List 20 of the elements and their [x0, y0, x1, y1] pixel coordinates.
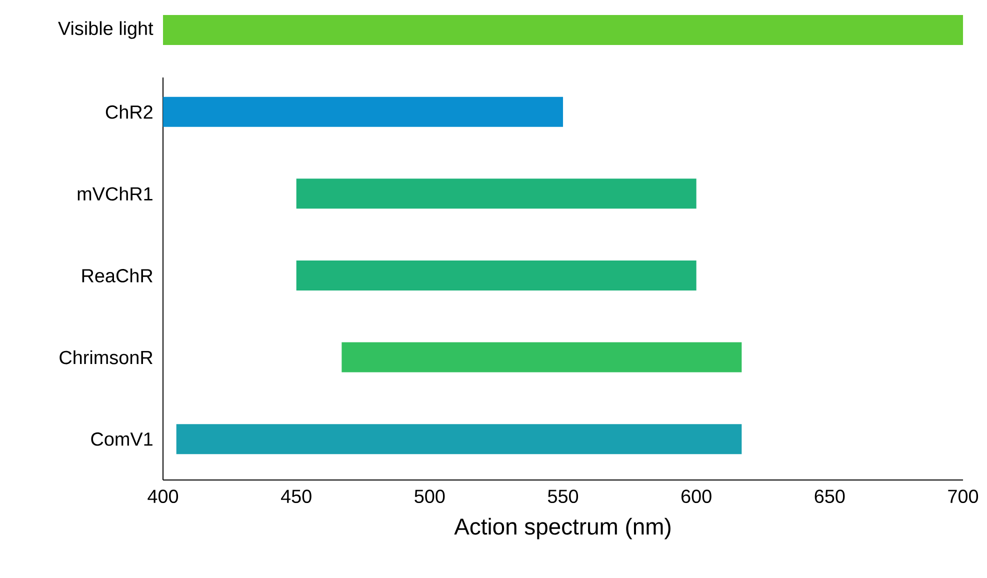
y-tick-label: ChrimsonR	[60, 350, 152, 364]
bar	[342, 342, 742, 372]
y-tick-label: Visible light	[58, 21, 154, 39]
x-axis-title: Action spectrum (nm)	[454, 518, 670, 540]
bar	[296, 260, 696, 290]
x-tick-label: 450	[280, 490, 312, 504]
y-tick-label: ChR2	[106, 104, 152, 119]
bar	[163, 96, 564, 127]
y-tick-label: ComV1	[91, 432, 152, 446]
x-tick-label: 550	[548, 490, 578, 504]
x-tick-label: 650	[814, 490, 845, 504]
bar	[296, 178, 696, 209]
bar	[163, 15, 964, 46]
y-tick-label: ReaChR	[82, 268, 152, 282]
y-tick-label: mVChR1	[78, 186, 152, 201]
x-tick-label: 700	[948, 490, 978, 504]
x-tick-label: 500	[414, 490, 445, 504]
x-tick-label: 600	[682, 490, 712, 504]
x-tick-label: 400	[148, 490, 178, 504]
bar	[176, 424, 742, 454]
